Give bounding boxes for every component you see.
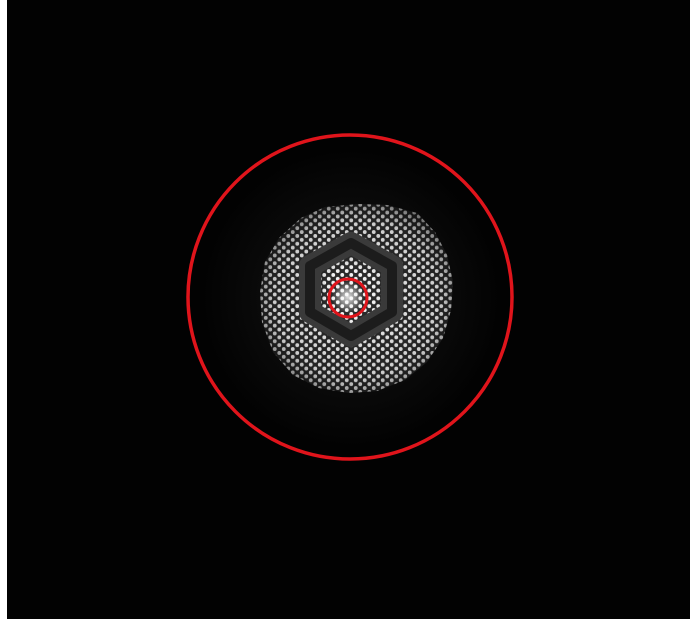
outer-red-circle (186, 133, 514, 461)
fiber-cross-section-svg (7, 0, 690, 619)
hexagonal-dark-ring-inner (305, 238, 397, 341)
inner-red-circle (327, 277, 369, 319)
fiber-core-glow (332, 281, 364, 313)
fiber-microscope-image (7, 0, 690, 619)
